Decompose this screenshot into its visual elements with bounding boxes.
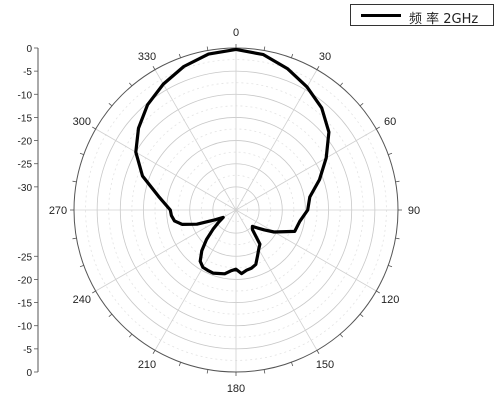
angle-label-90: 90 <box>408 205 420 217</box>
angle-label-330: 330 <box>138 51 156 63</box>
angle-label-60: 60 <box>384 116 396 128</box>
angular-tick <box>72 237 77 240</box>
grid-spoke <box>235 209 318 351</box>
angle-label-30: 30 <box>319 51 331 63</box>
angular-tick <box>395 237 400 240</box>
grid-spoke <box>235 69 318 211</box>
angular-tick <box>376 290 380 294</box>
angular-tick <box>79 265 84 268</box>
radial-label-lower: -10 <box>18 322 33 333</box>
grid-spoke <box>235 128 377 211</box>
angular-tick <box>359 102 364 107</box>
radial-label-upper: 0 <box>26 44 32 55</box>
angular-tick <box>92 126 96 130</box>
angular-tick <box>388 265 393 268</box>
angular-tick <box>178 53 181 58</box>
radial-label-lower: -20 <box>18 275 33 286</box>
angle-label-180: 180 <box>227 383 245 395</box>
legend-line-swatch <box>361 14 401 17</box>
series-line-0 <box>134 47 331 276</box>
radial-label-lower: 0 <box>26 368 32 379</box>
angular-tick <box>108 313 113 318</box>
angular-tick <box>108 102 113 107</box>
grid-spoke <box>154 69 237 211</box>
grid-spoke <box>235 209 377 292</box>
angular-tick <box>376 126 380 130</box>
radial-label-upper: -5 <box>23 67 32 78</box>
radial-label-upper: -15 <box>18 113 33 124</box>
radial-label-upper: -20 <box>18 137 33 148</box>
angle-label-0: 0 <box>233 27 239 39</box>
angular-tick <box>206 46 209 51</box>
legend-label: 频 率 2GHz <box>409 12 479 27</box>
radial-label-upper: -10 <box>18 90 33 101</box>
angular-tick <box>291 362 294 367</box>
angular-tick <box>316 350 320 354</box>
grid-spoke <box>154 209 237 351</box>
angular-tick <box>79 152 84 155</box>
radial-label-lower: -15 <box>18 299 33 310</box>
legend: 频 率 2GHz <box>350 4 494 27</box>
angular-tick <box>291 53 294 58</box>
radial-label-lower: -25 <box>18 252 33 263</box>
angular-tick <box>128 333 133 338</box>
angular-tick <box>128 82 133 87</box>
angular-tick <box>395 180 400 183</box>
angle-label-120: 120 <box>381 294 399 306</box>
angle-label-270: 270 <box>49 205 67 217</box>
angular-tick <box>339 82 344 87</box>
radial-label-lower: -5 <box>23 345 32 356</box>
angular-tick <box>316 66 320 70</box>
angular-tick <box>206 369 209 374</box>
angle-label-210: 210 <box>138 359 156 371</box>
angular-tick <box>92 290 96 294</box>
angular-tick <box>388 152 393 155</box>
angular-tick <box>339 333 344 338</box>
radial-label-upper: -30 <box>18 183 33 194</box>
angular-tick <box>359 313 364 318</box>
angular-tick <box>178 362 181 367</box>
angle-label-300: 300 <box>73 116 91 128</box>
grid-spoke <box>95 209 237 292</box>
angular-tick <box>152 350 156 354</box>
grid-spoke <box>95 128 237 211</box>
angular-tick <box>152 66 156 70</box>
angular-tick <box>72 180 77 183</box>
angle-label-150: 150 <box>316 359 334 371</box>
angular-tick <box>263 46 266 51</box>
angular-tick <box>263 369 266 374</box>
radial-label-upper: -25 <box>18 160 33 171</box>
angle-label-240: 240 <box>73 294 91 306</box>
